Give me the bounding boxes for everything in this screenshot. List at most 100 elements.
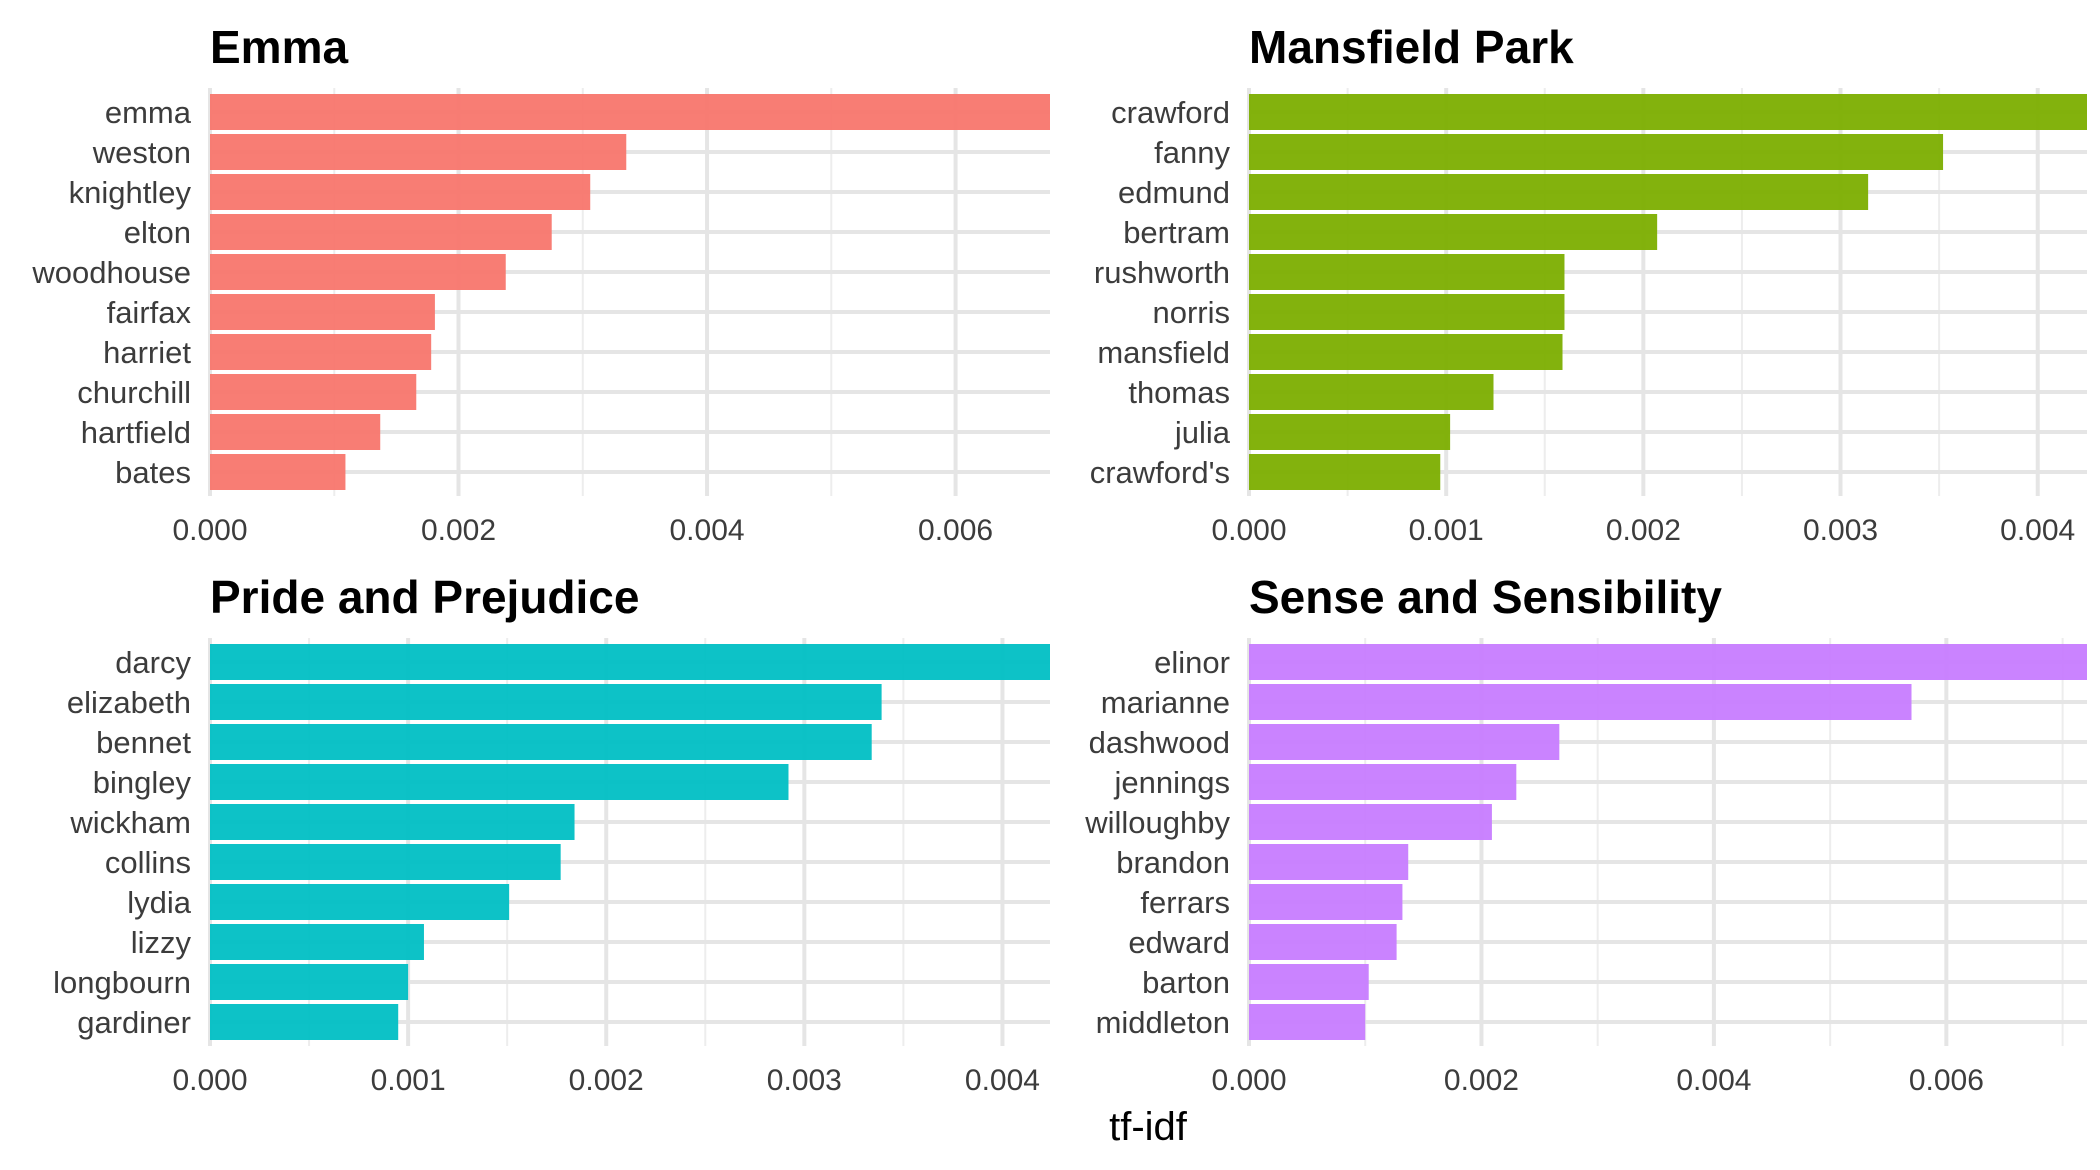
category-label: bates <box>115 455 191 490</box>
category-label: knightley <box>69 175 192 210</box>
bar-marianne <box>1249 684 1912 720</box>
x-tick-label: 0.002 <box>1444 1064 1519 1097</box>
category-label: hartfield <box>81 415 191 450</box>
x-tick-label: 0.000 <box>172 514 247 547</box>
x-tick-label: 0.001 <box>1409 514 1484 547</box>
facet-sense-and-sensibility: Sense and Sensibility elinor marianne dashw… <box>1084 571 2087 1097</box>
x-tick-label: 0.004 <box>965 1064 1040 1097</box>
category-label: fairfax <box>107 295 192 330</box>
bar-bingley <box>210 764 789 800</box>
bar-julia <box>1249 414 1451 450</box>
x-tick-label: 0.004 <box>1676 1064 1751 1097</box>
category-label: willoughby <box>1084 805 1230 840</box>
category-label: mansfield <box>1097 335 1230 370</box>
category-label: julia <box>1174 415 1231 450</box>
bar-norris <box>1249 294 1565 330</box>
bar-fairfax <box>210 294 435 330</box>
bar-wickham <box>210 804 575 840</box>
category-label: crawford's <box>1090 455 1230 490</box>
bar-barton <box>1249 964 1369 1000</box>
bar-fanny <box>1249 134 1944 170</box>
category-label: fanny <box>1154 135 1230 170</box>
bar-lydia <box>210 884 510 920</box>
bar-woodhouse <box>210 254 506 290</box>
bar-longbourn <box>210 964 409 1000</box>
bar-thomas <box>1249 374 1494 410</box>
bar-middleton <box>1249 1004 1366 1040</box>
bar-rushworth <box>1249 254 1565 290</box>
category-label: lydia <box>127 885 192 920</box>
category-label: bennet <box>96 725 191 760</box>
bar-hartfield <box>210 414 381 450</box>
bar-elton <box>210 214 552 250</box>
bar-bates <box>210 454 346 490</box>
facet-title: Sense and Sensibility <box>1249 571 1722 623</box>
category-label: crawford <box>1111 95 1230 130</box>
bar-crawford-s <box>1249 454 1441 490</box>
category-label: elizabeth <box>67 685 191 720</box>
facet-mansfield-park: Mansfield Park crawford fanny edmund bertram… <box>1090 21 2087 547</box>
category-label: longbourn <box>53 965 191 1000</box>
facet-pride-and-prejudice: Pride and Prejudice darcy elizabeth bennet b… <box>53 571 1050 1097</box>
x-axis-title: tf-idf <box>1109 1105 1188 1149</box>
bar-edmund <box>1249 174 1869 210</box>
facet-title: Mansfield Park <box>1249 21 1574 73</box>
category-label: woodhouse <box>31 255 191 290</box>
category-label: ferrars <box>1140 885 1230 920</box>
facet-title: Emma <box>210 21 348 73</box>
category-label: weston <box>92 135 191 170</box>
category-label: wickham <box>69 805 191 840</box>
bar-harriet <box>210 334 432 370</box>
category-label: thomas <box>1128 375 1230 410</box>
bar-lizzy <box>210 924 424 960</box>
category-label: dashwood <box>1089 725 1230 760</box>
x-tick-label: 0.000 <box>1211 1064 1286 1097</box>
x-tick-label: 0.004 <box>2000 514 2075 547</box>
bar-bertram <box>1249 214 1658 250</box>
category-label: bingley <box>93 765 192 800</box>
category-label: barton <box>1142 965 1230 1000</box>
bar-emma <box>210 94 1050 130</box>
x-tick-label: 0.002 <box>569 1064 644 1097</box>
x-tick-label: 0.000 <box>1211 514 1286 547</box>
facet-emma: Emma emma weston knightley elton woodhouse fai… <box>31 21 1050 547</box>
bar-willoughby <box>1249 804 1492 840</box>
category-label: elinor <box>1154 645 1230 680</box>
category-label: collins <box>105 845 191 880</box>
bar-dashwood <box>1249 724 1560 760</box>
category-label: norris <box>1152 295 1230 330</box>
facet-title: Pride and Prejudice <box>210 571 639 623</box>
x-tick-label: 0.003 <box>767 1064 842 1097</box>
bar-darcy <box>210 644 1050 680</box>
bar-brandon <box>1249 844 1409 880</box>
category-label: churchill <box>77 375 191 410</box>
x-tick-label: 0.002 <box>421 514 496 547</box>
x-tick-label: 0.004 <box>670 514 745 547</box>
category-label: edward <box>1128 925 1230 960</box>
bar-churchill <box>210 374 417 410</box>
bar-jennings <box>1249 764 1517 800</box>
category-label: brandon <box>1116 845 1230 880</box>
x-tick-label: 0.001 <box>371 1064 446 1097</box>
x-tick-label: 0.006 <box>918 514 993 547</box>
category-label: gardiner <box>77 1005 191 1040</box>
category-label: lizzy <box>131 925 192 960</box>
bar-elinor <box>1249 644 2087 680</box>
category-label: middleton <box>1096 1005 1230 1040</box>
category-label: bertram <box>1123 215 1230 250</box>
bar-knightley <box>210 174 591 210</box>
bar-bennet <box>210 724 872 760</box>
bar-gardiner <box>210 1004 399 1040</box>
bar-edward <box>1249 924 1397 960</box>
category-label: rushworth <box>1094 255 1230 290</box>
bar-elizabeth <box>210 684 882 720</box>
category-label: darcy <box>115 645 191 680</box>
x-tick-label: 0.006 <box>1909 1064 1984 1097</box>
category-label: edmund <box>1118 175 1230 210</box>
category-label: emma <box>105 95 192 130</box>
bar-ferrars <box>1249 884 1403 920</box>
bar-mansfield <box>1249 334 1563 370</box>
bar-crawford <box>1249 94 2087 130</box>
x-tick-label: 0.000 <box>172 1064 247 1097</box>
